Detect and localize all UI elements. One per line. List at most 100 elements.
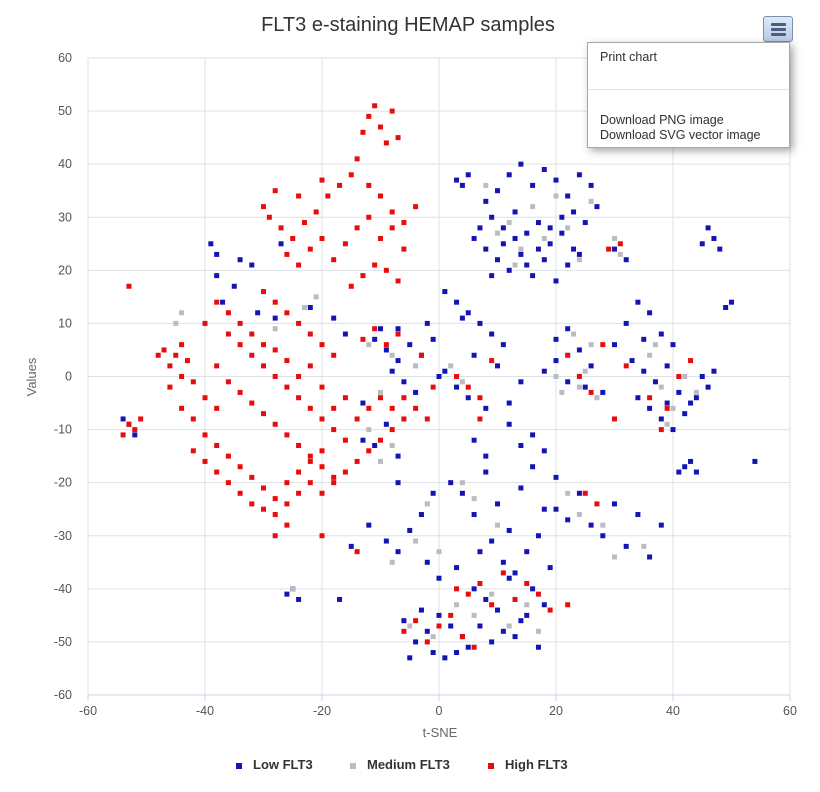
point-low-flt3 [395,453,401,459]
point-high-flt3 [190,379,196,385]
point-low-flt3 [430,490,436,496]
point-high-flt3 [307,363,313,369]
legend-item-high-flt3[interactable]: High FLT3 [488,757,568,772]
point-low-flt3 [752,458,758,464]
point-high-flt3 [489,358,495,364]
point-low-flt3 [500,225,506,231]
point-high-flt3 [319,177,325,183]
point-low-flt3 [688,458,694,464]
point-low-flt3 [483,453,489,459]
point-medium-flt3 [495,522,500,528]
point-low-flt3 [553,506,559,512]
point-low-flt3 [571,209,577,215]
legend[interactable]: Low FLT3 Medium FLT3 High FLT3 [236,757,568,772]
point-high-flt3 [331,257,337,263]
point-high-flt3 [190,416,196,422]
point-high-flt3 [588,389,594,395]
point-high-flt3 [179,342,185,348]
point-high-flt3 [448,612,454,618]
point-high-flt3 [272,299,278,305]
y-tick-label: 0 [65,370,72,384]
point-low-flt3 [495,188,500,194]
point-low-flt3 [641,336,647,342]
print-chart-item[interactable]: Print chart [600,50,657,64]
point-low-flt3 [454,650,460,656]
point-high-flt3 [319,448,325,454]
point-high-flt3 [342,469,348,475]
point-low-flt3 [541,166,547,172]
point-medium-flt3 [471,496,477,502]
context-menu-button[interactable] [763,16,793,42]
point-medium-flt3 [448,363,454,369]
point-low-flt3 [506,267,512,273]
point-low-flt3 [272,315,278,321]
point-low-flt3 [670,427,676,433]
point-medium-flt3 [495,230,500,236]
point-high-flt3 [424,639,430,645]
point-low-flt3 [670,342,676,348]
point-high-flt3 [284,522,290,528]
point-low-flt3 [401,618,407,624]
point-low-flt3 [430,336,436,342]
x-tick-label: -40 [196,704,214,718]
legend-item-medium-flt3[interactable]: Medium FLT3 [350,757,450,772]
point-low-flt3 [629,358,635,364]
point-high-flt3 [676,374,682,379]
point-high-flt3 [383,140,389,146]
point-medium-flt3 [670,405,676,411]
point-high-flt3 [296,395,302,401]
point-medium-flt3 [366,342,372,348]
point-medium-flt3 [652,342,658,348]
point-low-flt3 [360,400,366,406]
export-menu: Print chart Download PNG image Download … [587,42,790,148]
point-low-flt3 [682,411,688,417]
point-high-flt3 [372,103,378,109]
point-high-flt3 [307,405,313,411]
point-medium-flt3 [612,554,617,560]
point-low-flt3 [524,549,530,555]
point-low-flt3 [524,262,530,268]
point-low-flt3 [594,204,600,210]
point-low-flt3 [477,623,483,629]
point-low-flt3 [635,395,641,401]
download-svg-item[interactable]: Download SVG vector image [600,128,761,142]
point-high-flt3 [342,437,348,443]
point-low-flt3 [342,331,348,337]
point-low-flt3 [395,549,401,555]
point-low-flt3 [518,443,524,449]
series-low-flt3 [120,161,758,661]
download-png-item[interactable]: Download PNG image [600,113,724,127]
point-high-flt3 [202,432,208,438]
point-high-flt3 [272,512,278,518]
point-low-flt3 [442,655,448,661]
point-high-flt3 [155,352,161,358]
point-low-flt3 [489,214,495,220]
point-medium-flt3 [173,320,179,326]
point-low-flt3 [524,612,530,618]
point-low-flt3 [547,565,553,571]
point-low-flt3 [705,225,711,231]
point-low-flt3 [483,405,489,411]
point-low-flt3 [430,650,436,656]
point-high-flt3 [138,416,144,422]
point-high-flt3 [249,352,255,358]
point-high-flt3 [319,464,325,470]
point-medium-flt3 [512,262,518,268]
legend-label-medium-flt3: Medium FLT3 [367,757,450,772]
point-low-flt3 [553,278,559,284]
point-high-flt3 [272,496,278,502]
point-low-flt3 [530,464,536,470]
point-high-flt3 [190,448,196,454]
series-high-flt3 [120,103,694,650]
point-high-flt3 [389,225,395,231]
point-high-flt3 [261,363,266,369]
point-medium-flt3 [617,251,623,257]
point-medium-flt3 [553,193,559,199]
point-high-flt3 [214,363,220,369]
point-high-flt3 [354,458,360,464]
legend-item-low-flt3[interactable]: Low FLT3 [236,757,313,772]
point-high-flt3 [378,235,383,241]
point-low-flt3 [635,512,641,518]
point-high-flt3 [296,490,302,496]
